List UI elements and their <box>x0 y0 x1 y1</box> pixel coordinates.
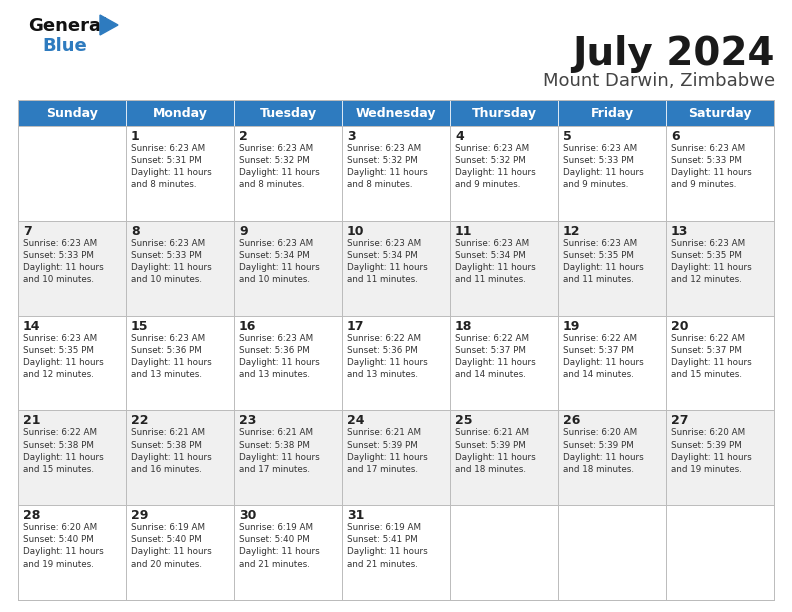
Text: Sunrise: 6:22 AM
Sunset: 5:38 PM
Daylight: 11 hours
and 15 minutes.: Sunrise: 6:22 AM Sunset: 5:38 PM Dayligh… <box>23 428 104 474</box>
Text: Sunrise: 6:23 AM
Sunset: 5:33 PM
Daylight: 11 hours
and 9 minutes.: Sunrise: 6:23 AM Sunset: 5:33 PM Dayligh… <box>671 144 752 190</box>
Text: Sunrise: 6:21 AM
Sunset: 5:38 PM
Daylight: 11 hours
and 16 minutes.: Sunrise: 6:21 AM Sunset: 5:38 PM Dayligh… <box>131 428 211 474</box>
Text: Monday: Monday <box>153 106 208 119</box>
Text: 25: 25 <box>455 414 473 427</box>
Text: July 2024: July 2024 <box>573 35 775 73</box>
Text: 15: 15 <box>131 319 149 332</box>
Text: Sunrise: 6:23 AM
Sunset: 5:35 PM
Daylight: 11 hours
and 12 minutes.: Sunrise: 6:23 AM Sunset: 5:35 PM Dayligh… <box>23 334 104 379</box>
Bar <box>666 100 774 126</box>
Text: 23: 23 <box>239 414 257 427</box>
Text: Sunrise: 6:23 AM
Sunset: 5:32 PM
Daylight: 11 hours
and 8 minutes.: Sunrise: 6:23 AM Sunset: 5:32 PM Dayligh… <box>347 144 428 190</box>
Text: Sunrise: 6:23 AM
Sunset: 5:32 PM
Daylight: 11 hours
and 8 minutes.: Sunrise: 6:23 AM Sunset: 5:32 PM Dayligh… <box>239 144 320 190</box>
Text: Sunrise: 6:23 AM
Sunset: 5:32 PM
Daylight: 11 hours
and 9 minutes.: Sunrise: 6:23 AM Sunset: 5:32 PM Dayligh… <box>455 144 535 190</box>
Bar <box>342 100 450 126</box>
Text: 10: 10 <box>347 225 364 238</box>
Text: 28: 28 <box>23 509 40 522</box>
Text: Saturday: Saturday <box>688 106 752 119</box>
Bar <box>18 221 774 316</box>
Text: 26: 26 <box>563 414 581 427</box>
Text: Sunrise: 6:20 AM
Sunset: 5:39 PM
Daylight: 11 hours
and 18 minutes.: Sunrise: 6:20 AM Sunset: 5:39 PM Dayligh… <box>563 428 644 474</box>
Text: Wednesday: Wednesday <box>356 106 436 119</box>
Text: Thursday: Thursday <box>471 106 536 119</box>
Text: Tuesday: Tuesday <box>260 106 317 119</box>
Polygon shape <box>100 15 118 35</box>
Text: Sunrise: 6:23 AM
Sunset: 5:36 PM
Daylight: 11 hours
and 13 minutes.: Sunrise: 6:23 AM Sunset: 5:36 PM Dayligh… <box>239 334 320 379</box>
Text: 20: 20 <box>671 319 688 332</box>
Bar <box>450 100 558 126</box>
Text: 6: 6 <box>671 130 680 143</box>
Text: 4: 4 <box>455 130 464 143</box>
Text: 3: 3 <box>347 130 356 143</box>
Text: Sunrise: 6:23 AM
Sunset: 5:34 PM
Daylight: 11 hours
and 11 minutes.: Sunrise: 6:23 AM Sunset: 5:34 PM Dayligh… <box>455 239 535 284</box>
Text: 11: 11 <box>455 225 473 238</box>
Text: Sunrise: 6:19 AM
Sunset: 5:40 PM
Daylight: 11 hours
and 20 minutes.: Sunrise: 6:19 AM Sunset: 5:40 PM Dayligh… <box>131 523 211 569</box>
Bar <box>234 100 342 126</box>
Text: Sunday: Sunday <box>46 106 98 119</box>
Text: Sunrise: 6:23 AM
Sunset: 5:33 PM
Daylight: 11 hours
and 10 minutes.: Sunrise: 6:23 AM Sunset: 5:33 PM Dayligh… <box>23 239 104 284</box>
Bar <box>126 100 234 126</box>
Text: Friday: Friday <box>591 106 634 119</box>
Text: Sunrise: 6:20 AM
Sunset: 5:40 PM
Daylight: 11 hours
and 19 minutes.: Sunrise: 6:20 AM Sunset: 5:40 PM Dayligh… <box>23 523 104 569</box>
Text: Sunrise: 6:23 AM
Sunset: 5:35 PM
Daylight: 11 hours
and 12 minutes.: Sunrise: 6:23 AM Sunset: 5:35 PM Dayligh… <box>671 239 752 284</box>
Bar <box>18 505 774 600</box>
Text: 19: 19 <box>563 319 581 332</box>
Text: Sunrise: 6:23 AM
Sunset: 5:34 PM
Daylight: 11 hours
and 10 minutes.: Sunrise: 6:23 AM Sunset: 5:34 PM Dayligh… <box>239 239 320 284</box>
Bar <box>18 316 774 411</box>
Text: Mount Darwin, Zimbabwe: Mount Darwin, Zimbabwe <box>543 72 775 90</box>
Text: 12: 12 <box>563 225 581 238</box>
Text: 13: 13 <box>671 225 688 238</box>
Text: Sunrise: 6:23 AM
Sunset: 5:31 PM
Daylight: 11 hours
and 8 minutes.: Sunrise: 6:23 AM Sunset: 5:31 PM Dayligh… <box>131 144 211 190</box>
Text: 14: 14 <box>23 319 40 332</box>
Text: General: General <box>28 17 107 35</box>
Text: Sunrise: 6:22 AM
Sunset: 5:37 PM
Daylight: 11 hours
and 15 minutes.: Sunrise: 6:22 AM Sunset: 5:37 PM Dayligh… <box>671 334 752 379</box>
Text: 18: 18 <box>455 319 472 332</box>
Text: 30: 30 <box>239 509 257 522</box>
Text: Sunrise: 6:21 AM
Sunset: 5:39 PM
Daylight: 11 hours
and 18 minutes.: Sunrise: 6:21 AM Sunset: 5:39 PM Dayligh… <box>455 428 535 474</box>
Text: 27: 27 <box>671 414 688 427</box>
Text: 5: 5 <box>563 130 572 143</box>
Text: Sunrise: 6:23 AM
Sunset: 5:33 PM
Daylight: 11 hours
and 9 minutes.: Sunrise: 6:23 AM Sunset: 5:33 PM Dayligh… <box>563 144 644 190</box>
Text: 9: 9 <box>239 225 248 238</box>
Text: Sunrise: 6:23 AM
Sunset: 5:33 PM
Daylight: 11 hours
and 10 minutes.: Sunrise: 6:23 AM Sunset: 5:33 PM Dayligh… <box>131 239 211 284</box>
Text: Sunrise: 6:23 AM
Sunset: 5:34 PM
Daylight: 11 hours
and 11 minutes.: Sunrise: 6:23 AM Sunset: 5:34 PM Dayligh… <box>347 239 428 284</box>
Text: Sunrise: 6:21 AM
Sunset: 5:38 PM
Daylight: 11 hours
and 17 minutes.: Sunrise: 6:21 AM Sunset: 5:38 PM Dayligh… <box>239 428 320 474</box>
Text: Sunrise: 6:23 AM
Sunset: 5:36 PM
Daylight: 11 hours
and 13 minutes.: Sunrise: 6:23 AM Sunset: 5:36 PM Dayligh… <box>131 334 211 379</box>
Bar <box>18 126 774 221</box>
Text: 16: 16 <box>239 319 257 332</box>
Text: Blue: Blue <box>42 37 87 55</box>
Text: 29: 29 <box>131 509 148 522</box>
Text: 17: 17 <box>347 319 364 332</box>
Text: 7: 7 <box>23 225 32 238</box>
Text: Sunrise: 6:22 AM
Sunset: 5:37 PM
Daylight: 11 hours
and 14 minutes.: Sunrise: 6:22 AM Sunset: 5:37 PM Dayligh… <box>563 334 644 379</box>
Text: Sunrise: 6:22 AM
Sunset: 5:37 PM
Daylight: 11 hours
and 14 minutes.: Sunrise: 6:22 AM Sunset: 5:37 PM Dayligh… <box>455 334 535 379</box>
Text: Sunrise: 6:19 AM
Sunset: 5:41 PM
Daylight: 11 hours
and 21 minutes.: Sunrise: 6:19 AM Sunset: 5:41 PM Dayligh… <box>347 523 428 569</box>
Text: 2: 2 <box>239 130 248 143</box>
Bar <box>558 100 666 126</box>
Text: Sunrise: 6:22 AM
Sunset: 5:36 PM
Daylight: 11 hours
and 13 minutes.: Sunrise: 6:22 AM Sunset: 5:36 PM Dayligh… <box>347 334 428 379</box>
Text: Sunrise: 6:19 AM
Sunset: 5:40 PM
Daylight: 11 hours
and 21 minutes.: Sunrise: 6:19 AM Sunset: 5:40 PM Dayligh… <box>239 523 320 569</box>
Text: 21: 21 <box>23 414 40 427</box>
Text: 22: 22 <box>131 414 149 427</box>
Text: Sunrise: 6:20 AM
Sunset: 5:39 PM
Daylight: 11 hours
and 19 minutes.: Sunrise: 6:20 AM Sunset: 5:39 PM Dayligh… <box>671 428 752 474</box>
Text: 24: 24 <box>347 414 364 427</box>
Text: 1: 1 <box>131 130 139 143</box>
Bar <box>18 411 774 505</box>
Text: Sunrise: 6:23 AM
Sunset: 5:35 PM
Daylight: 11 hours
and 11 minutes.: Sunrise: 6:23 AM Sunset: 5:35 PM Dayligh… <box>563 239 644 284</box>
Text: 8: 8 <box>131 225 139 238</box>
Text: 31: 31 <box>347 509 364 522</box>
Bar <box>18 100 126 126</box>
Text: Sunrise: 6:21 AM
Sunset: 5:39 PM
Daylight: 11 hours
and 17 minutes.: Sunrise: 6:21 AM Sunset: 5:39 PM Dayligh… <box>347 428 428 474</box>
